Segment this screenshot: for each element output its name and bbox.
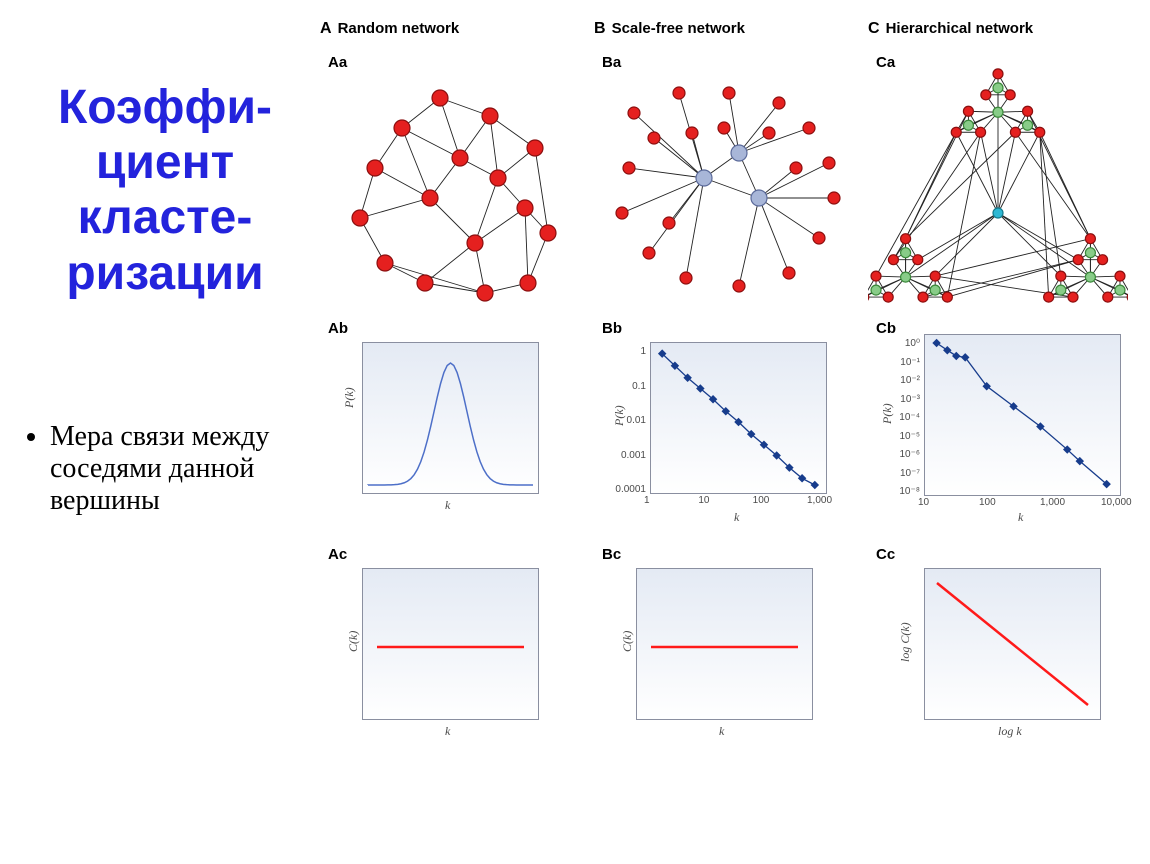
cell-Cb: Cb P(k) k 10⁰10⁻¹10⁻²10⁻³10⁻⁴10⁻⁵10⁻⁶10⁻… [868, 316, 1130, 536]
tick-label: 0.0001 [614, 484, 646, 495]
ylabel-Bc: C(k) [620, 631, 635, 652]
cell-Ca: Ca [868, 50, 1130, 310]
tick-label: 0.01 [614, 415, 646, 426]
tick-label: 10⁻² [888, 375, 920, 386]
label-Ca: Ca [876, 54, 895, 71]
left-panel: Коэффи-циенткласте-ризации Мера связи ме… [20, 20, 320, 844]
xlabel-Ab: k [445, 498, 450, 513]
xlabel-Ac: k [445, 724, 450, 739]
xlabel-Cc: log k [998, 724, 1022, 739]
network-Ba [594, 68, 854, 318]
bullet-item: Мера связи между соседями данной вершины [50, 421, 310, 517]
cell-Bb: Bb P(k) k 10.10.010.0010.0001 1101001,00… [594, 316, 856, 536]
tick-label: 1 [644, 495, 650, 506]
ylabel-Ac: C(k) [346, 631, 361, 652]
tick-label: 10⁻⁵ [888, 431, 920, 442]
cell-Bc: Bc C(k) k [594, 542, 856, 762]
ylabel-Cc: log C(k) [898, 622, 913, 662]
plot-Ab [362, 342, 539, 494]
label-Ab: Ab [328, 320, 348, 337]
label-Cb: Cb [876, 320, 896, 337]
tick-label: 10 [918, 497, 929, 508]
cell-Ab: Ab P(k) k [320, 316, 582, 536]
label-Aa: Aa [328, 54, 347, 71]
tick-label: 10⁻⁸ [888, 486, 920, 497]
tick-label: 1,000 [807, 495, 832, 506]
network-Aa [320, 68, 580, 318]
tick-label: 10,000 [1101, 497, 1132, 508]
tick-label: 1,000 [1040, 497, 1065, 508]
cell-Aa: Aa [320, 50, 582, 310]
tick-label: 0.1 [614, 381, 646, 392]
cell-Ac: Ac C(k) k [320, 542, 582, 762]
figure-grid: ARandom network BScale-free network CHie… [320, 20, 1130, 844]
xlabel-Bb: k [734, 510, 739, 525]
cell-Ba: Ba [594, 50, 856, 310]
tick-label: 10 [698, 495, 709, 506]
plot-Bb [650, 342, 827, 494]
plot-Bc [636, 568, 813, 720]
xlabel-Cb: k [1018, 510, 1023, 525]
tick-label: 10⁰ [888, 338, 920, 349]
cell-Cc: Cc log C(k) log k [868, 542, 1130, 762]
tick-label: 10⁻⁴ [888, 412, 920, 423]
network-Ca [868, 68, 1128, 318]
label-Bb: Bb [602, 320, 622, 337]
plot-Cc [924, 568, 1101, 720]
tick-label: 100 [979, 497, 996, 508]
label-Ba: Ba [602, 54, 621, 71]
col-header-A: ARandom network [320, 20, 582, 44]
page-title: Коэффи-циенткласте-ризации [20, 80, 310, 301]
tick-label: 10⁻⁷ [888, 468, 920, 479]
tick-label: 10⁻⁶ [888, 449, 920, 460]
col-header-C: CHierarchical network [868, 20, 1130, 44]
label-Ac: Ac [328, 546, 347, 563]
label-Bc: Bc [602, 546, 621, 563]
tick-label: 0.001 [614, 450, 646, 461]
col-header-B: BScale-free network [594, 20, 856, 44]
plot-Cb [924, 334, 1121, 496]
bullet-list: Мера связи между соседями данной вершины [20, 421, 310, 517]
tick-label: 10⁻¹ [888, 357, 920, 368]
plot-Ac [362, 568, 539, 720]
tick-label: 10⁻³ [888, 394, 920, 405]
ylabel-Ab: P(k) [342, 387, 357, 408]
tick-label: 100 [753, 495, 770, 506]
tick-label: 1 [614, 346, 646, 357]
label-Cc: Cc [876, 546, 895, 563]
xlabel-Bc: k [719, 724, 724, 739]
